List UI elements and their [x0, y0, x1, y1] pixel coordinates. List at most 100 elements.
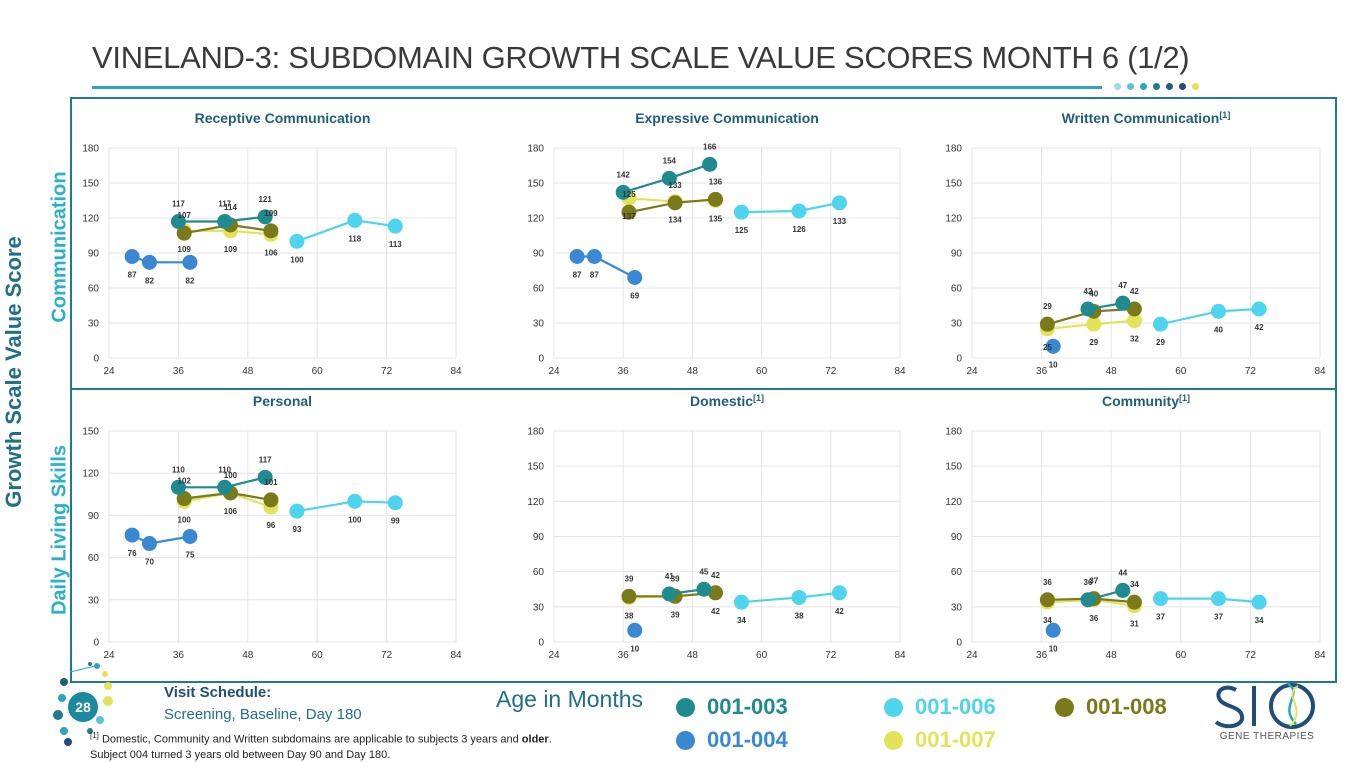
title-underline: [92, 86, 1102, 89]
data-point-001-008: [707, 585, 723, 601]
decorative-dots: [1114, 83, 1199, 90]
data-point-001-003: [217, 479, 233, 495]
y-tick-label: 60: [533, 567, 545, 578]
legend-marker-001-006: [884, 697, 903, 717]
x-tick-label: 72: [1245, 650, 1257, 661]
x-tick-label: 60: [1175, 366, 1187, 377]
legend-label-001-008: 001-008: [1086, 694, 1167, 719]
data-label-001-006: 40: [1214, 325, 1223, 334]
y-tick-label: 150: [82, 427, 99, 438]
data-point-001-008: [1126, 594, 1142, 610]
data-point-001-008: [621, 588, 637, 604]
x-tick-label: 48: [687, 650, 699, 661]
y-tick-label: 180: [527, 144, 544, 155]
data-label-001-004: 87: [590, 271, 599, 280]
data-point-001-008: [263, 492, 279, 508]
data-label-001-006: 34: [1255, 616, 1264, 625]
data-point-001-008: [176, 491, 192, 507]
data-label-001-006: 99: [391, 517, 400, 526]
y-tick-label: 30: [533, 602, 545, 613]
legend-label-001-003: 001-003: [707, 694, 788, 719]
y-tick-label: 120: [945, 214, 962, 225]
series-line-001-004: [577, 255, 636, 279]
data-label-001-004: 75: [186, 551, 195, 560]
y-tick-label: 90: [533, 249, 545, 260]
legend-item-001-003: 001-003: [676, 694, 788, 720]
data-label-001-006: 34: [737, 616, 746, 625]
x-tick-label: 84: [450, 366, 462, 377]
x-tick-label: 24: [103, 366, 115, 377]
data-point-001-006: [347, 212, 363, 228]
data-label-001-008: 42: [1130, 287, 1139, 296]
y-tick-label: 60: [951, 284, 963, 295]
data-label-001-004: 82: [186, 276, 195, 285]
data-label-001-007: 42: [711, 607, 720, 616]
series-line-001-006: [296, 500, 396, 513]
y-tick-label: 90: [88, 511, 100, 522]
data-point-001-006: [791, 589, 807, 605]
footnote-line1-bold: older: [521, 733, 549, 746]
legend-marker-001-003: [676, 697, 695, 717]
data-label-001-007: 29: [1089, 338, 1098, 347]
data-label-001-008: 39: [625, 574, 634, 583]
data-point-001-004: [586, 249, 602, 264]
chart-title-domestic: Domestic[1]: [690, 393, 764, 409]
data-label-001-003: 117: [172, 200, 185, 209]
data-label-001-003: 117: [218, 200, 231, 209]
logo-text: GENE THERAPIES: [1219, 731, 1315, 742]
page-title: VINELAND-3: SUBDOMAIN GROWTH SCALE VALUE…: [92, 40, 1190, 75]
data-label-001-008: 39: [671, 574, 680, 583]
data-point-001-006: [1211, 591, 1226, 607]
data-label-001-006: 37: [1214, 613, 1223, 622]
data-point-001-003: [661, 586, 677, 602]
series-line-001-006: [1160, 597, 1260, 604]
data-label-001-004: 76: [128, 549, 137, 558]
y-tick-label: 30: [88, 319, 100, 330]
data-label-001-003: 36: [1084, 578, 1093, 587]
data-label-001-006: 113: [389, 240, 402, 249]
legend-marker-001-004: [676, 730, 695, 750]
data-point-001-008: [263, 223, 279, 239]
data-label-001-004: 87: [128, 271, 137, 280]
data-label-001-007: 100: [178, 515, 192, 524]
data-label-001-007: 34: [1043, 616, 1052, 625]
footnote-line2: Subject 004 turned 3 years old between D…: [90, 748, 391, 761]
data-label-001-004: 10: [1049, 360, 1058, 369]
data-point-001-006: [831, 195, 847, 211]
x-tick-label: 36: [173, 366, 185, 377]
data-label-001-004: 70: [145, 558, 154, 567]
x-tick-label: 84: [1314, 366, 1326, 377]
data-point-001-004: [182, 254, 198, 270]
x-tick-label: 72: [1245, 366, 1257, 377]
chart-title-footnote-marker: [1]: [1179, 393, 1190, 403]
chart-title-written-communication: Written Communication[1]: [1062, 110, 1231, 126]
data-label-001-008: 36: [1043, 578, 1052, 587]
data-label-001-008: 29: [1043, 302, 1052, 311]
data-label-001-008: 42: [711, 571, 720, 580]
data-point-001-004: [124, 527, 140, 543]
x-tick-label: 60: [756, 366, 768, 377]
data-point-001-006: [1251, 594, 1267, 610]
decorative-dot-cluster: [53, 662, 113, 746]
chart-title-community: Community[1]: [1102, 393, 1190, 409]
visit-schedule-text: Screening, Baseline, Day 180: [164, 706, 362, 723]
data-point-001-003: [170, 479, 186, 495]
y-tick-label: 0: [93, 638, 99, 649]
data-label-001-007: 39: [671, 610, 680, 619]
y-tick-label: 60: [88, 284, 100, 295]
y-tick-label: 90: [951, 249, 963, 260]
x-tick-label: 72: [381, 366, 393, 377]
x-tick-label: 72: [381, 650, 393, 661]
data-point-001-008: [621, 204, 637, 220]
data-point-001-004: [1045, 338, 1061, 354]
footnote: [1] Domestic, Community and Written subd…: [90, 728, 552, 763]
legend-marker-001-007: [884, 730, 903, 750]
y-tick-label: 60: [88, 553, 100, 564]
y-tick-label: 180: [945, 144, 962, 155]
data-label-001-008: 100: [224, 471, 238, 480]
y-tick-label: 90: [88, 249, 100, 260]
data-label-001-004: 87: [573, 271, 582, 280]
data-point-001-003: [1115, 582, 1131, 598]
data-label-001-003: 121: [258, 195, 272, 204]
